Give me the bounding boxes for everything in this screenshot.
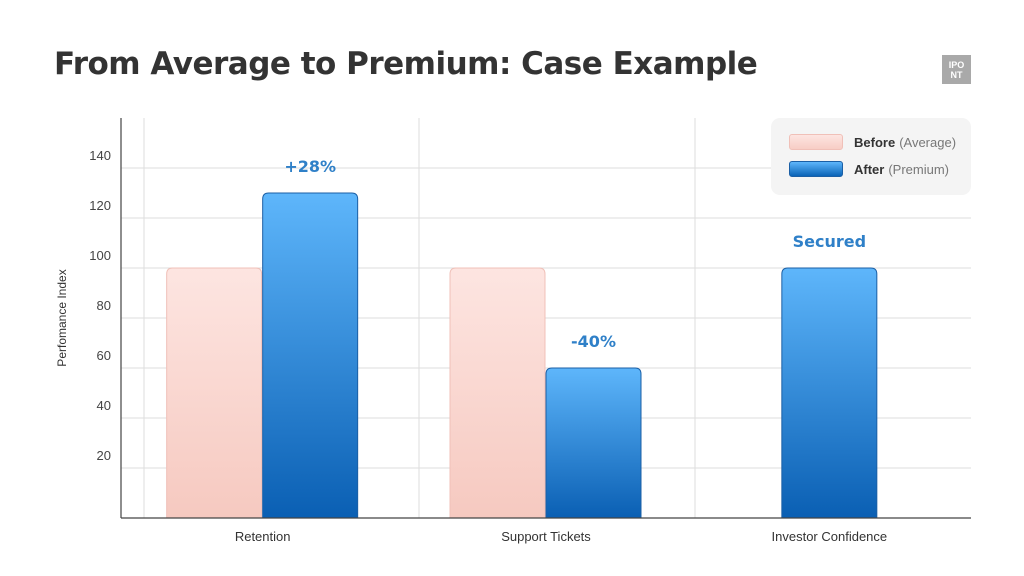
bar-before [166,267,263,519]
legend-label-before: Before [854,134,896,150]
y-axis-title: Perfomance Index [55,269,69,366]
legend-note-before: (Average) [899,134,957,150]
y-tick-label: 80 [97,298,111,313]
legend-item-before: Before (Average) [789,134,956,150]
chart-legend: Before (Average) After (Premium) [771,118,971,195]
y-tick-label: 120 [89,198,111,213]
legend-swatch-after [789,161,843,177]
legend-note-after: (Premium) [888,161,950,177]
bar-after [545,367,642,519]
y-tick-label: 20 [97,448,111,463]
legend-item-after: After (Premium) [789,161,949,177]
bar-annotation: -40% [571,332,616,351]
logo-line-2: NT [950,69,963,80]
bar-annotation: +28% [284,157,336,176]
bar-after [262,192,359,519]
x-category-label: Retention [235,529,291,544]
bar-after [781,267,878,519]
y-tick-label: 60 [97,348,111,363]
logo: IPO NT [942,55,971,84]
x-category-label: Support Tickets [501,529,591,544]
legend-swatch-before [789,134,843,150]
legend-label-after: After [854,161,885,177]
y-tick-label: 140 [89,148,111,163]
page-title: From Average to Premium: Case Example [54,46,758,82]
y-tick-label: 100 [89,248,111,263]
logo-line-1: IPO [948,59,965,70]
y-tick-label: 40 [97,398,111,413]
bar-before [449,267,546,519]
bar-annotation: Secured [793,232,866,251]
x-category-label: Investor Confidence [772,529,888,544]
